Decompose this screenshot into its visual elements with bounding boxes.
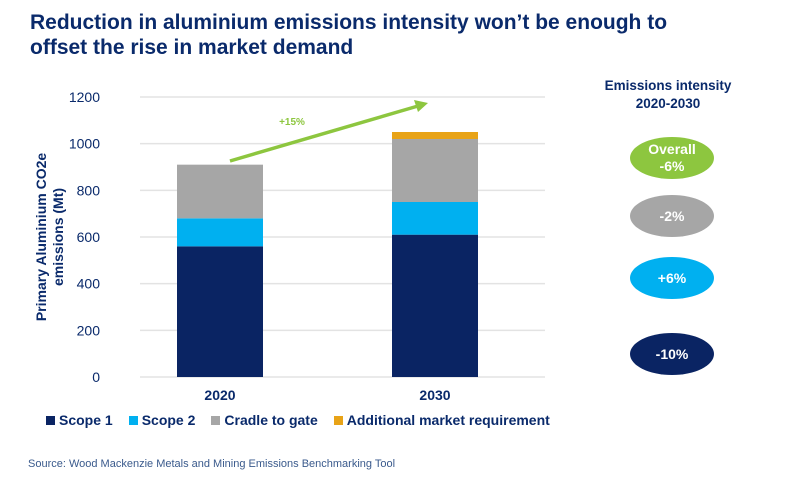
- y-axis-label: Primary Aluminium CO2eemissions (Mt): [33, 153, 66, 322]
- bar-segment-additional-market-requirement-2030: [392, 132, 478, 139]
- intensity-badge: -10%: [630, 333, 714, 375]
- y-tick-label: 0: [92, 369, 100, 385]
- intensity-badge: Overall -6%: [630, 137, 714, 179]
- side-panel-title: Emissions intensity 2020-2030: [596, 77, 740, 113]
- side-panel-title-line1: Emissions intensity: [604, 78, 732, 93]
- bar-segment-scope-2-2030: [392, 202, 478, 235]
- chart-title: Reduction in aluminium emissions intensi…: [30, 11, 668, 59]
- legend-item: Cradle to gate: [211, 412, 318, 428]
- legend-swatch: [128, 415, 138, 425]
- legend-swatch: [211, 415, 221, 425]
- side-panel-title-line2: 2020-2030: [635, 96, 701, 111]
- y-tick-label: 400: [77, 276, 101, 292]
- legend-item: Additional market requirement: [333, 412, 550, 428]
- y-axis-label-line1: Primary Aluminium CO2e: [33, 153, 49, 322]
- arrow-head-icon: [414, 100, 428, 112]
- y-tick-label: 800: [77, 182, 101, 198]
- intensity-badge: -2%: [630, 195, 714, 237]
- legend-label: Scope 2: [141, 412, 196, 428]
- legend-item: Scope 2: [128, 412, 196, 428]
- legend-label: Scope 1: [59, 412, 113, 428]
- legend-label: Cradle to gate: [224, 412, 318, 428]
- bar-segment-scope-1-2020: [177, 246, 263, 377]
- bar-segment-cradle-to-gate-2030: [392, 139, 478, 202]
- bar-segment-cradle-to-gate-2020: [177, 164, 263, 219]
- intensity-badge: +6%: [630, 257, 714, 299]
- legend-swatch: [46, 415, 55, 425]
- y-tick-label: 600: [77, 229, 101, 245]
- x-tick-label: 2030: [419, 387, 450, 403]
- bar-segment-scope-2-2020: [177, 218, 263, 247]
- intensity-badge-value: -2%: [659, 207, 685, 224]
- source-note: Source: Wood Mackenzie Metals and Mining…: [28, 458, 396, 470]
- y-tick-label: 1000: [69, 136, 100, 152]
- growth-annotation: +15%: [279, 117, 305, 128]
- intensity-badge-value: +6%: [657, 269, 687, 286]
- legend-swatch: [333, 415, 343, 425]
- intensity-badge-label: Overall: [648, 141, 696, 157]
- y-tick-label: 1200: [69, 89, 100, 105]
- intensity-badge-value: -6%: [659, 158, 685, 174]
- growth-arrow: [229, 104, 419, 163]
- legend-label: Additional market requirement: [346, 412, 550, 428]
- bar-segment-scope-1-2030: [392, 234, 478, 377]
- x-tick-label: 2020: [204, 387, 235, 403]
- intensity-badge-value: -10%: [655, 345, 689, 362]
- y-axis-label-line2: emissions (Mt): [50, 188, 66, 286]
- y-tick-label: 200: [77, 322, 101, 338]
- legend-item: Scope 1: [46, 412, 113, 428]
- legend: Scope 1 Scope 2 Cradle to gate Additional m…: [46, 412, 550, 428]
